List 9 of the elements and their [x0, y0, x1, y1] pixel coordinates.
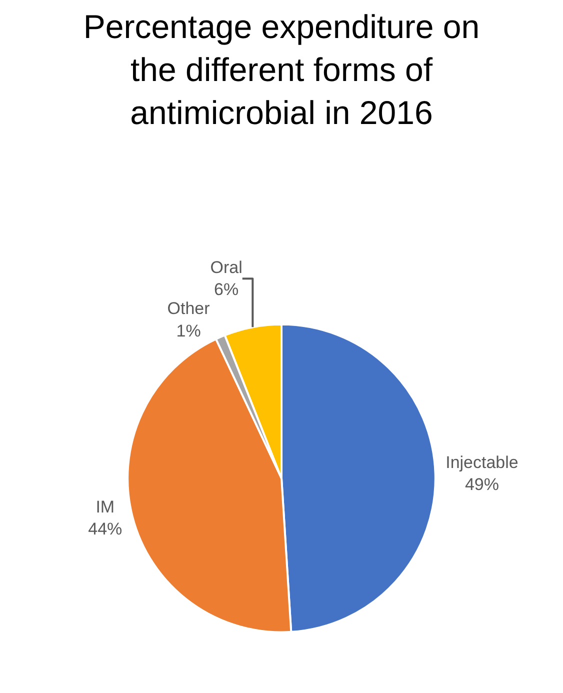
data-label: 44%	[88, 519, 122, 538]
slice-label: Other	[167, 299, 210, 318]
slice-label: IM	[96, 497, 115, 516]
slice-label: Injectable	[446, 452, 518, 472]
chart-title: Percentage expenditure on the different forms of antimicrobial in 2016	[83, 8, 480, 131]
slice-label: Oral	[210, 258, 242, 278]
data-label: 49%	[464, 475, 500, 494]
data-label: 1%	[176, 321, 201, 340]
data-label: 6%	[214, 280, 239, 300]
